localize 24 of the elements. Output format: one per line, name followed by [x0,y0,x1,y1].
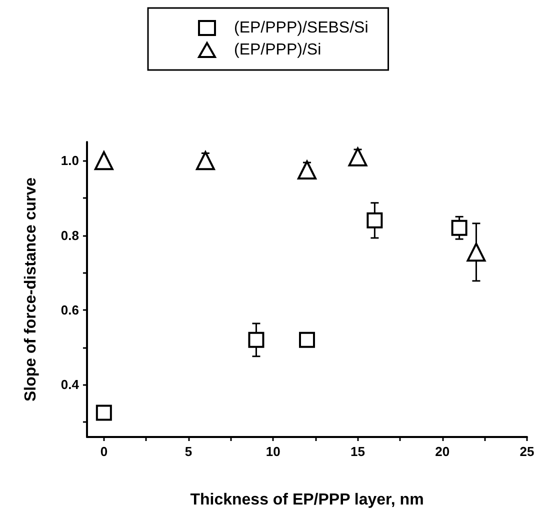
legend-label: (EP/PPP)/Si [234,42,322,58]
y-axis-title: Slope of force-distance curve [22,177,40,402]
x-tick-label: 5 [184,444,192,459]
y-tick-label: 0.4 [60,377,80,392]
x-tick-label: 0 [100,444,108,459]
point [299,332,315,348]
x-tick-label: 10 [266,444,280,459]
x-tick-label: 15 [350,444,366,459]
point [348,147,368,166]
x-axis-title: Thickness of EP/PPP layer, nm [190,492,424,508]
point [466,242,486,262]
x-tick-label: 20 [435,444,450,459]
point [451,220,468,236]
point [196,151,215,170]
point [366,212,383,228]
y-tick-label: 1.0 [60,153,79,168]
point [96,404,112,421]
legend-label: (EP/PPP)/SEBS/Si [234,20,368,36]
y-tick-label: 0.6 [60,302,79,318]
point [94,151,114,170]
point [248,332,264,348]
y-tick-label: 0.8 [60,228,79,243]
x-tick-label: 25 [520,444,534,459]
point [298,160,316,180]
